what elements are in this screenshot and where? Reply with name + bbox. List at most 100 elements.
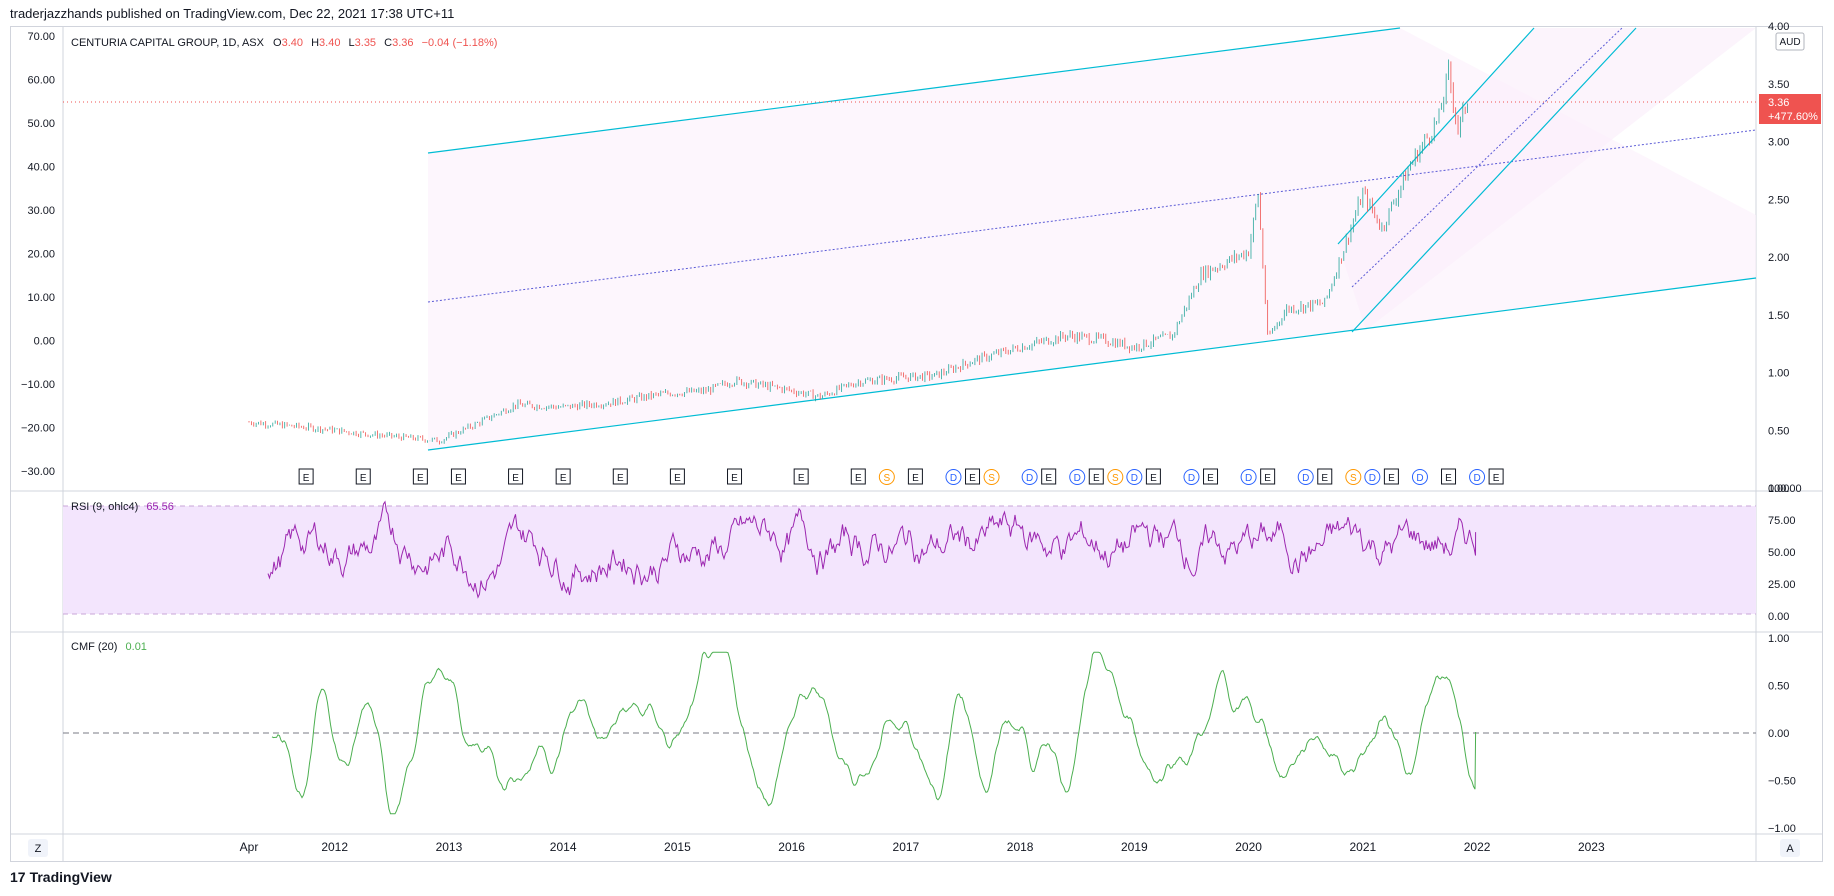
earnings-marker[interactable]	[1088, 468, 1104, 485]
price-axis-tick: 1.00	[1768, 368, 1789, 380]
earnings-marker[interactable]	[793, 468, 809, 485]
split-marker[interactable]	[983, 469, 1000, 485]
left-axis-tick: 20.00	[27, 249, 55, 261]
rsi-legend-value: 65.56	[146, 501, 174, 513]
event-marker-label: D	[1026, 473, 1033, 484]
auto-scale-button[interactable]	[1780, 839, 1800, 857]
cmf-legend-value: 0.01	[126, 641, 147, 653]
rsi-legend: RSI (9, ohlc4) 65.56	[71, 501, 174, 513]
left-axis-tick: 30.00	[27, 205, 55, 217]
earnings-marker[interactable]	[508, 468, 524, 485]
event-marker-label: D	[950, 473, 957, 484]
cmf-line	[271, 651, 1477, 815]
split-marker[interactable]	[1107, 469, 1124, 485]
event-marker-label: E	[912, 473, 919, 484]
event-marker-label: E	[617, 473, 624, 484]
legend-symbol: CENTURIA CAPITAL GROUP, 1D, ASX	[71, 37, 265, 49]
event-marker-label: D	[1473, 473, 1480, 484]
earnings-marker[interactable]	[450, 468, 466, 485]
earnings-marker[interactable]	[965, 468, 981, 485]
earnings-marker[interactable]	[1383, 468, 1399, 485]
dividend-marker[interactable]	[1297, 469, 1314, 485]
dividend-marker[interactable]	[1183, 469, 1200, 485]
time-axis-tick: 2014	[550, 840, 577, 854]
earnings-marker[interactable]	[1041, 468, 1057, 485]
rsi-axis-tick: 100.00	[1768, 483, 1802, 495]
cmf-legend: CMF (20) 0.01	[71, 641, 147, 653]
price-axis-tick: 3.50	[1768, 79, 1789, 91]
earnings-marker[interactable]	[1203, 468, 1219, 485]
split-marker[interactable]	[1345, 469, 1362, 485]
price-axis-tick: 1.50	[1768, 310, 1789, 322]
earnings-marker[interactable]	[355, 468, 371, 485]
event-marker-label: E	[1045, 473, 1052, 484]
dividend-marker[interactable]	[1126, 469, 1143, 485]
time-axis-tick: 2022	[1464, 840, 1491, 854]
dividend-marker[interactable]	[1240, 469, 1257, 485]
left-axis-tick: 10.00	[27, 292, 55, 304]
earnings-marker[interactable]	[412, 468, 428, 485]
legend-line: CENTURIA CAPITAL GROUP, 1D, ASX O3.40 H3…	[71, 37, 497, 49]
event-marker-label: E	[969, 473, 976, 484]
event-marker-label: E	[1093, 473, 1100, 484]
event-marker-label: S	[1112, 473, 1119, 484]
rsi-axis-tick: 50.00	[1768, 547, 1796, 559]
event-marker-label: E	[798, 473, 805, 484]
zoom-z-label: Z	[35, 843, 42, 855]
earnings-marker[interactable]	[1488, 468, 1504, 485]
left-axis-tick: 40.00	[27, 162, 55, 174]
left-axis-tick: −20.00	[21, 423, 55, 435]
rsi-band	[63, 506, 1756, 614]
short-channel-upper-line	[1337, 27, 1535, 245]
left-axis-tick: −10.00	[21, 379, 55, 391]
channel-upper-line	[427, 27, 1401, 154]
event-marker-label: D	[1245, 473, 1252, 484]
earnings-marker[interactable]	[907, 468, 923, 485]
left-axis-tick: 0.00	[34, 336, 55, 348]
earnings-marker[interactable]	[850, 468, 866, 485]
currency-label: AUD	[1779, 37, 1800, 48]
earnings-marker[interactable]	[1317, 468, 1333, 485]
tradingview-logo[interactable]: 17 TradingView	[10, 869, 112, 885]
earnings-marker[interactable]	[1260, 468, 1276, 485]
price-axis-tick: 4.00	[1768, 21, 1789, 33]
dividend-marker[interactable]	[1069, 469, 1086, 485]
earnings-marker[interactable]	[1145, 468, 1161, 485]
event-marker-label: E	[360, 473, 367, 484]
price-badge-percent: +477.60%	[1768, 111, 1818, 123]
dividend-marker[interactable]	[1364, 469, 1381, 485]
left-axis-tick: 50.00	[27, 118, 55, 130]
dividend-marker[interactable]	[1411, 469, 1428, 485]
footer-brand: TradingView	[29, 869, 112, 885]
time-axis-tick: 2021	[1349, 840, 1376, 854]
earnings-marker[interactable]	[298, 468, 314, 485]
time-axis-tick: 2019	[1121, 840, 1148, 854]
dividend-marker[interactable]	[945, 469, 962, 485]
left-axis-tick: 70.00	[27, 31, 55, 43]
time-axis-tick: 2013	[436, 840, 463, 854]
legend-c-value: 3.36	[392, 37, 413, 49]
dividend-marker[interactable]	[1021, 469, 1038, 485]
earnings-marker[interactable]	[555, 468, 571, 485]
earnings-marker[interactable]	[669, 468, 685, 485]
rsi-legend-name: RSI (9, ohlc4)	[71, 501, 138, 513]
earnings-marker[interactable]	[727, 468, 743, 485]
rsi-axis-tick: 25.00	[1768, 579, 1796, 591]
cmf-axis-tick: −0.50	[1768, 776, 1796, 788]
earnings-marker[interactable]	[612, 468, 628, 485]
split-marker[interactable]	[878, 469, 895, 485]
cmf-series	[271, 651, 1477, 815]
dividend-marker[interactable]	[1469, 469, 1486, 485]
tradingview-mark-icon: 17	[10, 869, 26, 885]
currency-button[interactable]	[1775, 32, 1805, 51]
price-axis-tick: 0.50	[1768, 425, 1789, 437]
axes: 4.00 3.50 3.00 2.50 2.00 1.50 1.00 0.50 0.00 70.0…	[21, 21, 1802, 854]
zoom-z-button[interactable]	[28, 839, 48, 857]
earnings-marker[interactable]	[1441, 468, 1457, 485]
cmf-axis-tick: 0.50	[1768, 681, 1789, 693]
time-axis-tick: Apr	[240, 840, 259, 854]
publisher-line: traderjazzhands published on TradingView…	[10, 6, 455, 21]
short-channel-lower-line	[1351, 27, 1637, 333]
